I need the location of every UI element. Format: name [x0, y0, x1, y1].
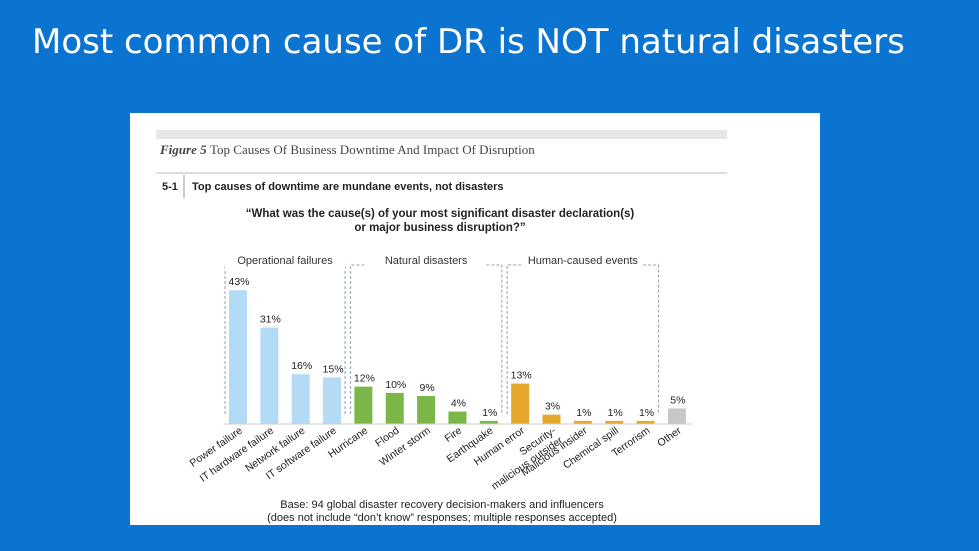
figure-panel: Figure 5 Top Causes Of Business Downtime… — [130, 113, 820, 525]
figure-number: Figure 5 — [159, 142, 207, 157]
group-label-bg-0 — [225, 255, 346, 271]
base-note-line-1: Base: 94 global disaster recovery decisi… — [280, 499, 604, 511]
panel-title: Top causes of downtime are mundane event… — [192, 181, 504, 193]
bar-6 — [417, 396, 436, 424]
data-label-6: 9% — [420, 382, 435, 394]
bar-9 — [511, 383, 530, 424]
bar-12 — [605, 420, 624, 424]
data-label-7: 4% — [451, 398, 466, 410]
bar-5 — [385, 392, 404, 424]
data-label-9: 13% — [511, 370, 532, 382]
data-label-5: 10% — [385, 379, 406, 391]
bar-7 — [448, 411, 467, 424]
group-label-bg-1 — [366, 255, 487, 271]
bar-10 — [542, 414, 561, 424]
bar-8 — [479, 420, 498, 424]
group-label-bg-2 — [522, 255, 643, 271]
figure-title: Top Causes Of Business Downtime And Impa… — [210, 142, 535, 157]
data-label-14: 5% — [670, 394, 685, 406]
question-line-1: “What was the cause(s) of your most sign… — [246, 208, 635, 220]
data-label-11: 1% — [576, 407, 591, 419]
bar-14 — [667, 408, 686, 424]
data-label-2: 16% — [291, 360, 312, 372]
group-label-0: Operational failures — [237, 255, 333, 267]
category-label-14: Other — [655, 424, 684, 449]
question-line-2: or major business disruption?” — [354, 222, 525, 234]
category-label-7: Fire — [442, 425, 464, 445]
panel-number: 5-1 — [162, 181, 178, 193]
bar-4 — [354, 386, 373, 424]
bar-11 — [573, 420, 592, 424]
figure-header-band — [156, 130, 727, 139]
data-labels: 43% 31% 16% 15% 12% 10% 9% 4% 1% 13% 3% 1% 1% 1% 5% — [228, 276, 685, 419]
bar-13 — [636, 420, 655, 424]
data-label-13: 1% — [639, 407, 654, 419]
bar-2 — [291, 374, 310, 424]
bars — [229, 290, 686, 424]
data-label-1: 31% — [260, 314, 281, 326]
data-label-8: 1% — [482, 407, 497, 419]
group-label-1: Natural disasters — [385, 255, 468, 267]
data-label-3: 15% — [323, 363, 344, 375]
group-bracket-2 — [506, 264, 660, 414]
category-groups: Operational failures Natural disasters Hum… — [224, 255, 660, 414]
group-label-2: Human-caused events — [528, 255, 639, 267]
bar-chart: Figure 5 Top Causes Of Business Downtime… — [156, 130, 727, 524]
bar-0 — [229, 290, 247, 424]
data-label-10: 3% — [545, 401, 560, 413]
slide-title: Most common cause of DR is NOT natural d… — [32, 22, 905, 62]
data-label-0: 43% — [228, 276, 249, 288]
bar-1 — [260, 327, 279, 424]
base-note-line-2: (does not include “don’t know” responses… — [267, 512, 617, 524]
data-label-12: 1% — [608, 407, 623, 419]
data-label-4: 12% — [354, 373, 375, 385]
bar-3 — [323, 377, 342, 424]
